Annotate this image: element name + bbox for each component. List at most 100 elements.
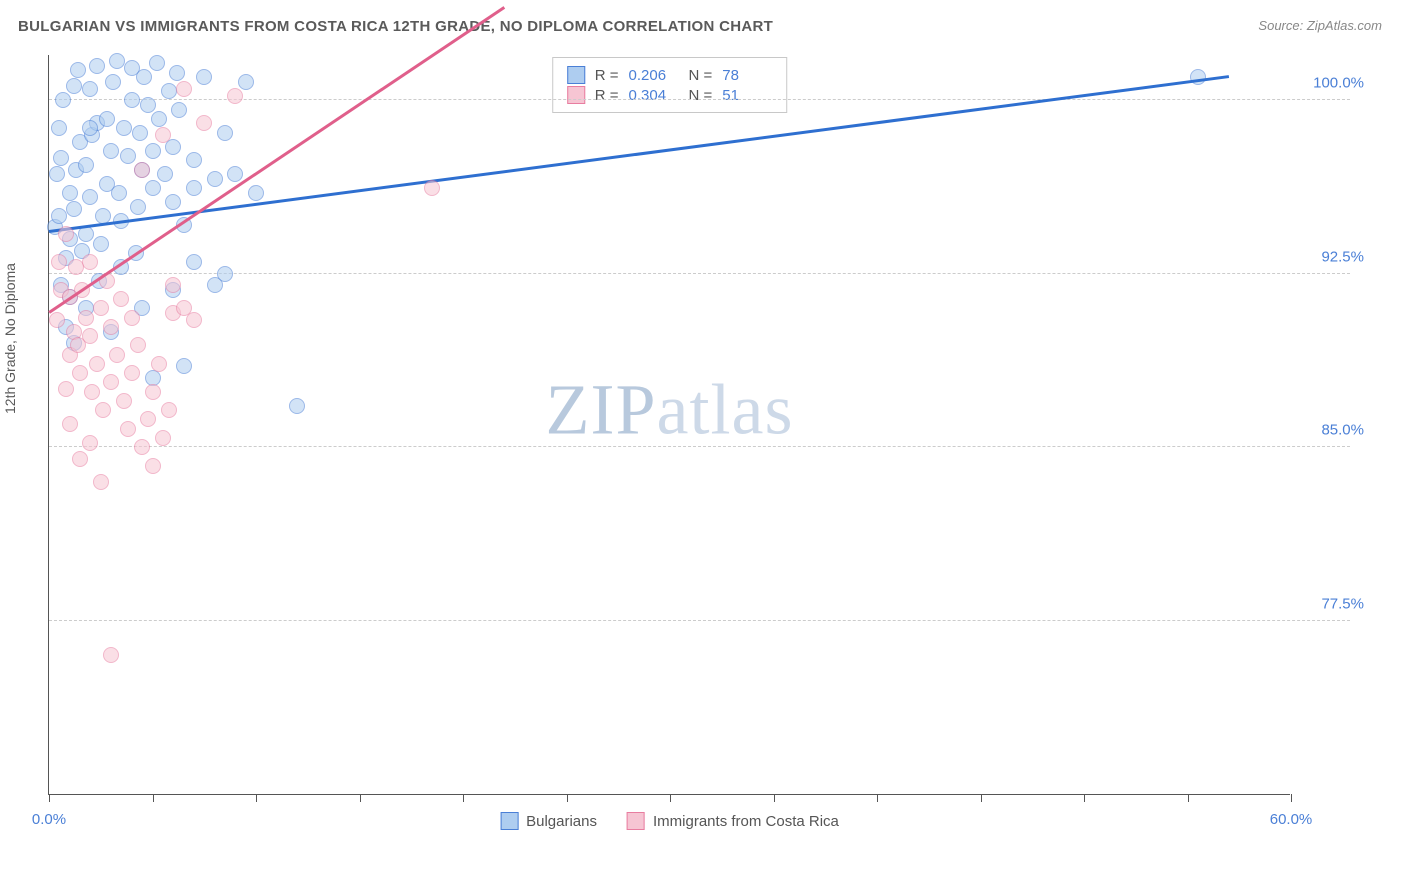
scatter-point [109, 347, 125, 363]
legend-swatch [567, 66, 585, 84]
x-tick [360, 794, 361, 802]
chart-title: BULGARIAN VS IMMIGRANTS FROM COSTA RICA … [18, 18, 773, 35]
legend-swatch [500, 812, 518, 830]
scatter-point [238, 74, 254, 90]
scatter-point [145, 458, 161, 474]
scatter-point [157, 166, 173, 182]
scatter-point [66, 78, 82, 94]
scatter-point [78, 310, 94, 326]
n-value: 51 [722, 87, 772, 104]
x-tick [1084, 794, 1085, 802]
source-attribution: Source: ZipAtlas.com [1258, 18, 1382, 33]
scatter-point [53, 150, 69, 166]
scatter-point [207, 171, 223, 187]
bottom-legend: BulgariansImmigrants from Costa Rica [500, 812, 839, 830]
x-tick-label: 0.0% [32, 811, 66, 828]
x-tick [463, 794, 464, 802]
stats-row: R = 0.304 N = 51 [567, 86, 773, 104]
scatter-point [93, 474, 109, 490]
scatter-point [103, 143, 119, 159]
scatter-point [136, 69, 152, 85]
legend-swatch [567, 86, 585, 104]
scatter-point [82, 189, 98, 205]
source-label: Source: [1258, 18, 1303, 33]
scatter-point [120, 148, 136, 164]
gridline-horizontal [49, 446, 1350, 447]
x-tick [1188, 794, 1189, 802]
x-tick [153, 794, 154, 802]
y-axis-label: 12th Grade, No Diploma [2, 263, 18, 414]
y-tick-label: 100.0% [1313, 75, 1364, 92]
scatter-point [155, 430, 171, 446]
scatter-point [130, 337, 146, 353]
scatter-point [51, 208, 67, 224]
scatter-point [93, 300, 109, 316]
scatter-point [72, 451, 88, 467]
scatter-point [103, 374, 119, 390]
r-label: R = [595, 67, 619, 84]
scatter-point [124, 365, 140, 381]
scatter-point [217, 125, 233, 141]
n-label: N = [689, 67, 713, 84]
scatter-point [51, 120, 67, 136]
scatter-point [89, 356, 105, 372]
scatter-point [227, 88, 243, 104]
scatter-point [82, 435, 98, 451]
x-tick [981, 794, 982, 802]
watermark: ZIPatlas [546, 368, 794, 451]
scatter-point [145, 143, 161, 159]
scatter-point [116, 393, 132, 409]
x-tick [567, 794, 568, 802]
scatter-point [1190, 69, 1206, 85]
scatter-point [58, 226, 74, 242]
scatter-point [99, 111, 115, 127]
scatter-point [248, 185, 264, 201]
scatter-point [95, 402, 111, 418]
scatter-point [103, 319, 119, 335]
scatter-point [113, 291, 129, 307]
x-tick-label: 60.0% [1270, 811, 1313, 828]
scatter-point [176, 358, 192, 374]
scatter-point [227, 166, 243, 182]
trend-line [48, 5, 505, 312]
scatter-point [140, 97, 156, 113]
legend-item: Bulgarians [500, 812, 597, 830]
scatter-point [105, 74, 121, 90]
scatter-point [134, 162, 150, 178]
scatter-point [82, 120, 98, 136]
x-tick [1291, 794, 1292, 802]
stats-legend-box: R =0.206N =78R =0.304N =51 [552, 57, 788, 113]
scatter-point [149, 55, 165, 71]
scatter-point [111, 185, 127, 201]
r-value: 0.206 [629, 67, 679, 84]
scatter-point [70, 62, 86, 78]
scatter-point [49, 312, 65, 328]
scatter-point [82, 328, 98, 344]
scatter-point [165, 277, 181, 293]
watermark-part1: ZIP [546, 369, 657, 449]
scatter-point [93, 236, 109, 252]
scatter-point [289, 398, 305, 414]
scatter-point [134, 439, 150, 455]
scatter-point [176, 81, 192, 97]
scatter-point [51, 254, 67, 270]
scatter-point [58, 381, 74, 397]
scatter-point [89, 58, 105, 74]
scatter-point [186, 152, 202, 168]
scatter-point [151, 111, 167, 127]
scatter-point [145, 384, 161, 400]
scatter-point [55, 92, 71, 108]
x-tick [49, 794, 50, 802]
scatter-point [151, 356, 167, 372]
stats-row: R =0.206N =78 [567, 66, 773, 84]
r-label: R = [595, 87, 619, 104]
scatter-point [78, 157, 94, 173]
scatter-point [196, 115, 212, 131]
scatter-point [132, 125, 148, 141]
scatter-point [186, 312, 202, 328]
plot-area: ZIPatlas R =0.206N =78R =0.304N =51 Bulg… [48, 55, 1290, 795]
scatter-point [161, 83, 177, 99]
n-label: N = [689, 87, 713, 104]
r-value: 0.304 [629, 87, 679, 104]
legend-swatch [627, 812, 645, 830]
